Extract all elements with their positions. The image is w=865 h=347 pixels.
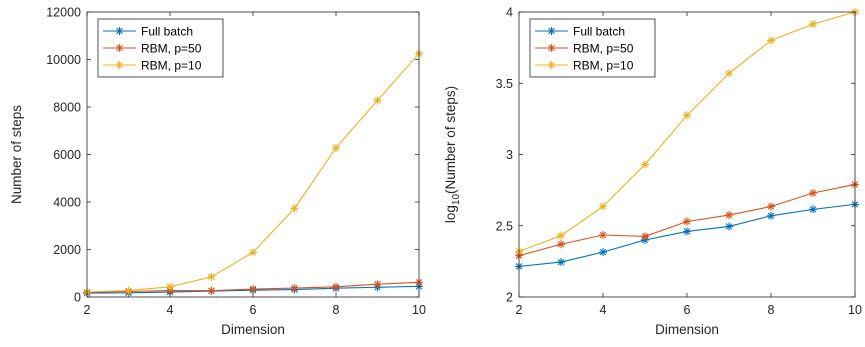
right-legend: Full batch RBM, p=50 RBM, p=10 xyxy=(529,18,656,78)
series-point-marker xyxy=(767,211,775,220)
legend-marker-sample xyxy=(115,61,124,69)
series-point-marker xyxy=(166,282,174,291)
left-y-axis-label: Number of steps xyxy=(9,105,24,204)
legend-entry-label: RBM, p=10 xyxy=(141,59,202,73)
series-point-marker xyxy=(809,188,817,197)
legend-entry-label: Full batch xyxy=(141,25,193,39)
x-tick-label: 2 xyxy=(516,303,523,317)
right-x-axis-label: Dimension xyxy=(655,322,719,337)
legend-marker-sample xyxy=(547,44,556,52)
right-y-axis-label: log10(Number of steps) xyxy=(443,86,462,223)
x-tick-label: 4 xyxy=(167,303,174,317)
series-point-marker xyxy=(332,143,340,152)
y-tick-label: 4000 xyxy=(53,196,81,210)
series-point-marker xyxy=(725,69,733,78)
legend-marker-sample xyxy=(547,27,556,35)
y-tick-label: 0 xyxy=(74,291,81,305)
y-tick-label: 3.5 xyxy=(496,77,513,91)
left-ticks-group: 2 4 6 8 10 0 2000 4000 6000 8000 10000 12000 xyxy=(46,6,426,318)
x-tick-label: 6 xyxy=(684,303,691,317)
series-point-marker xyxy=(290,284,299,293)
series-point-marker xyxy=(683,227,691,236)
right-y-axis-label-subscript: 10 xyxy=(451,194,462,206)
y-tick-label: 6000 xyxy=(53,148,81,162)
y-tick-label: 8000 xyxy=(53,101,81,115)
right-y-axis-label-prefix: log xyxy=(443,205,458,223)
y-tick-label: 3 xyxy=(506,148,513,162)
x-tick-label: 4 xyxy=(600,303,607,317)
series-point-marker xyxy=(683,111,691,120)
left-x-axis-label: Dimension xyxy=(221,322,285,337)
series-point-marker xyxy=(207,272,216,281)
legend-entry-label: RBM, p=50 xyxy=(141,42,202,56)
series-point-marker xyxy=(124,286,133,295)
y-tick-label: 4 xyxy=(506,6,513,20)
x-tick-label: 6 xyxy=(250,303,257,317)
y-tick-label: 2000 xyxy=(53,243,81,257)
legend-marker-sample xyxy=(115,44,124,52)
series-point-marker xyxy=(599,231,607,240)
series-point-marker xyxy=(290,204,299,213)
legend-entry-label: RBM, p=50 xyxy=(573,42,634,56)
series-point-marker xyxy=(599,202,607,211)
x-tick-label: 2 xyxy=(84,303,91,317)
y-tick-label: 2.5 xyxy=(496,219,513,233)
series-point-marker xyxy=(332,282,340,291)
series-point-marker xyxy=(373,280,382,289)
series-point-marker xyxy=(809,205,817,214)
series-point-marker xyxy=(641,232,649,241)
x-tick-label: 8 xyxy=(768,303,775,317)
series-point-marker xyxy=(557,240,565,249)
series-point-marker xyxy=(207,286,216,295)
legend-marker-sample xyxy=(547,61,556,69)
legend-entry-label: Full batch xyxy=(573,25,625,39)
series-point-marker xyxy=(767,202,775,211)
series-point-marker xyxy=(767,36,775,45)
series-point-marker xyxy=(599,248,607,257)
series-point-marker xyxy=(557,258,565,267)
series-point-marker xyxy=(725,211,733,220)
x-tick-label: 10 xyxy=(412,303,426,317)
right-ticks-group: 2 4 6 8 10 2 2.5 3 3.5 4 xyxy=(496,6,862,318)
series-point-marker xyxy=(809,20,817,29)
series-point-marker xyxy=(683,217,691,226)
right-y-axis-label-suffix: (Number of steps) xyxy=(443,86,458,194)
y-tick-label: 12000 xyxy=(46,6,81,20)
y-tick-label: 2 xyxy=(506,291,513,305)
x-tick-label: 10 xyxy=(848,303,862,317)
left-legend: Full batch RBM, p=50 RBM, p=10 xyxy=(97,18,224,78)
series-point-marker xyxy=(725,222,733,231)
series-point-marker xyxy=(641,160,649,169)
series-point-marker xyxy=(249,248,257,257)
series-point-marker xyxy=(557,231,565,240)
legend-entry-label: RBM, p=10 xyxy=(573,59,634,73)
x-tick-label: 8 xyxy=(333,303,340,317)
series-point-marker xyxy=(249,285,257,294)
y-tick-label: 10000 xyxy=(46,53,81,67)
legend-marker-sample xyxy=(115,27,124,35)
series-point-marker xyxy=(373,96,382,105)
left-chart: 2 4 6 8 10 0 2000 4000 6000 8000 10000 12000 Dimens… xyxy=(9,6,426,338)
